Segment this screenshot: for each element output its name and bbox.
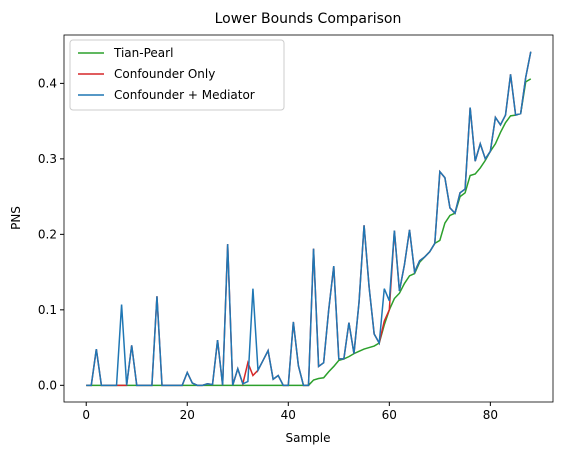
y-tick-label: 0.0 bbox=[38, 378, 57, 392]
legend-label: Tian-Pearl bbox=[113, 46, 173, 60]
series-line bbox=[86, 78, 532, 387]
x-tick-label: 80 bbox=[483, 408, 498, 422]
x-tick-label: 40 bbox=[281, 408, 296, 422]
y-axis-label: PNS bbox=[9, 206, 23, 230]
legend: Tian-Pearl Confounder Only Confounder + Me… bbox=[69, 39, 285, 111]
legend-label: Confounder Only bbox=[114, 67, 215, 81]
x-axis-label: Sample bbox=[286, 431, 331, 445]
y-tick-label: 0.1 bbox=[38, 303, 57, 317]
plot-frame bbox=[63, 34, 554, 403]
legend-box bbox=[69, 39, 285, 111]
y-tick-label: 0.4 bbox=[38, 76, 57, 90]
y-tick-label: 0.2 bbox=[38, 227, 57, 241]
chart-title: Lower Bounds Comparison bbox=[215, 11, 402, 27]
legend-label: Confounder + Mediator bbox=[114, 88, 255, 102]
x-tick-label: 0 bbox=[82, 408, 90, 422]
x-tick-label: 60 bbox=[382, 408, 397, 422]
series-line bbox=[86, 51, 532, 387]
y-tick-label: 0.3 bbox=[38, 152, 57, 166]
x-tick-label: 20 bbox=[180, 408, 195, 422]
